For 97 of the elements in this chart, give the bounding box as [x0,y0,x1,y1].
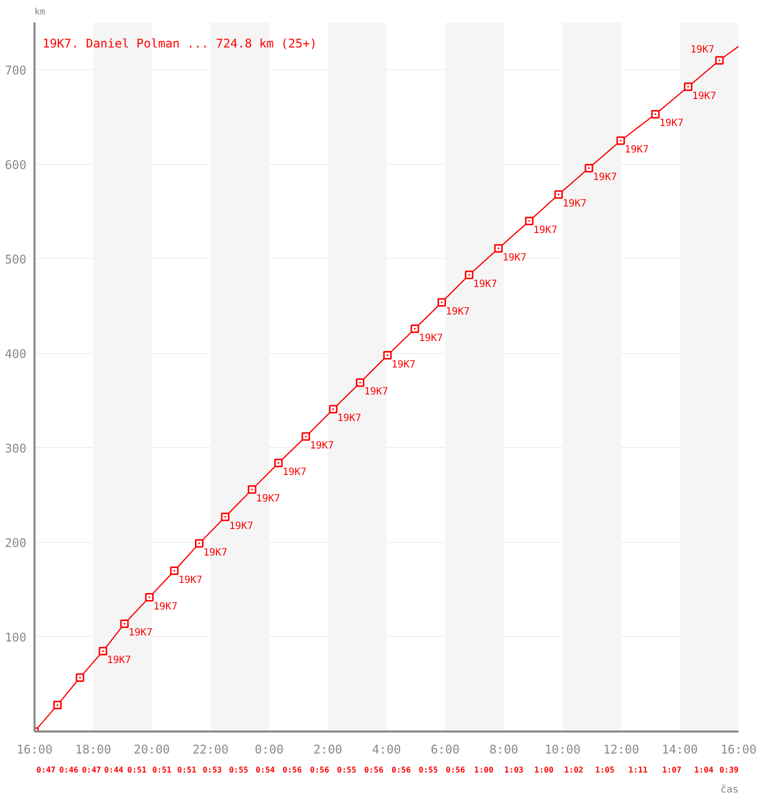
x-tick-label: 20:00 [134,742,170,756]
text: 0:47 [82,766,102,774]
point [120,619,129,628]
point [76,673,84,682]
y-axis-title: km [34,8,46,18]
text: 1:07 [662,766,682,774]
text: 0:55 [418,766,438,774]
point [684,82,692,92]
point [98,646,108,656]
point [220,512,230,522]
y-tick-label: 300 [4,441,27,456]
point [715,56,724,65]
data-label: 19K7 [659,118,684,130]
x-tick-label: 16:00 [16,742,53,756]
text: 1:00 [534,766,554,774]
text: 0:56 [446,766,466,774]
point [248,485,256,494]
text: 0:44 [104,766,124,774]
x-tick-label: 6:00 [430,742,460,756]
text: 0:56 [282,766,302,774]
text: 0:51 [152,766,172,774]
x-tick-label: 0:00 [254,742,284,756]
y-tick-label: 500 [4,252,27,266]
text: 0:46 [59,766,79,774]
x-tick-label: 18:00 [75,742,112,756]
point [170,566,179,576]
data-label: 19K7 [106,655,132,666]
data-label: 19K7 [310,440,334,452]
y-tick-label: 600 [4,158,27,172]
point [383,351,392,360]
point [494,244,503,253]
x-tick-label: 22:00 [192,742,229,756]
data-label: 19K7 [203,547,228,558]
text: 19K7. Daniel Polman ... 724.8 km (25+) [42,36,318,50]
point [410,324,420,334]
text: 0:47 [36,766,56,774]
point [525,216,534,226]
text: 1:00 [474,766,494,774]
data-label: 19K7 [562,198,587,210]
point [53,700,62,710]
text: 1:11 [628,766,648,774]
x-axis-title: čas [720,784,738,796]
point [437,298,446,307]
data-label: 19K7 [337,413,362,424]
text: 1:02 [564,766,584,774]
data-label: 19K7 [624,144,649,156]
data-label: 19K7 [128,628,153,639]
text: 0:56 [364,766,384,774]
point [195,539,204,548]
text: 0:54 [256,766,276,774]
point [145,593,154,602]
data-label: 19K7 [446,306,470,318]
text: 0:39 [719,766,739,774]
data-label: 19K7 [533,225,558,236]
point [651,110,660,118]
y-tick-label: 700 [4,63,27,78]
x-tick-label: 10:00 [544,742,581,756]
text: 1:04 [694,766,714,774]
data-label: 19K7 [692,90,716,102]
point [274,458,283,468]
point [584,164,594,172]
text: 0:51 [177,766,197,774]
data-label: 19K7 [256,493,280,504]
data-label: 19K7 [502,252,527,264]
point [616,136,625,145]
data-label: 19K7 [418,332,443,344]
x-tick-label: 8:00 [489,742,518,756]
x-tick-label: 16:00 [720,742,757,756]
data-label: 19K7 [473,278,498,290]
x-tick-label: 14:00 [662,742,698,756]
x-tick-label: 12:00 [603,742,640,756]
text: 0:55 [228,766,248,774]
y-tick-label: 100 [4,630,27,644]
point [554,190,563,199]
text: 0:55 [337,766,356,774]
data-label: 19K7 [229,520,254,532]
data-label: 19K7 [592,172,617,184]
data-label: 19K7 [690,44,714,56]
text: 1:05 [595,766,615,774]
x-tick-label: 4:00 [372,742,401,756]
text: 0:56 [392,766,411,774]
data-label: 19K7 [178,574,202,586]
y-tick-label: 200 [4,536,27,550]
point [302,432,310,441]
data-label: 19K7 [282,467,307,478]
text: 0:51 [127,766,147,774]
point [464,270,474,280]
x-tick-label: 2:00 [313,742,342,756]
text: 0:53 [202,766,222,774]
data-label: 19K7 [391,359,416,370]
text: 1:03 [504,766,524,774]
text: 0:56 [310,766,330,774]
y-tick-label: 400 [4,346,27,361]
data-label: 19K7 [153,601,178,612]
data-label: 19K7 [364,386,388,398]
point [328,404,338,414]
point [356,378,364,387]
